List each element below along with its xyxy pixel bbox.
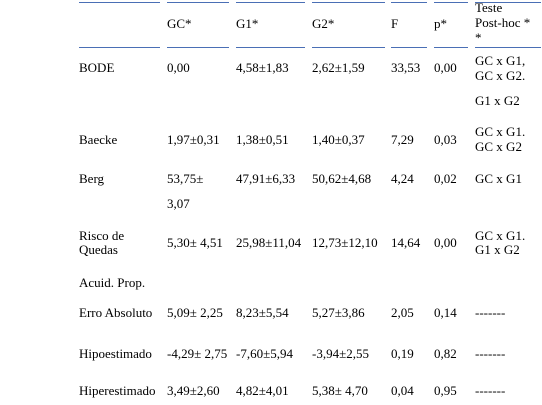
table-cell: 0,00 — [167, 60, 190, 75]
table-cell: 4,58±1,83 — [236, 60, 289, 75]
table-cell: 2,05 — [391, 305, 414, 320]
row-label: Quedas — [79, 242, 118, 257]
table-cell: 4,24 — [391, 171, 414, 186]
row-label: Hiperestimado — [79, 383, 156, 398]
table-cell: 3,49±2,60 — [167, 383, 220, 398]
row-label: BODE — [79, 60, 115, 75]
table-cell: 0,04 — [391, 383, 414, 398]
table-cell: GC x G1. — [475, 228, 526, 243]
table-rule — [391, 2, 427, 3]
table-cell: 1,40±0,37 — [312, 132, 365, 147]
table-cell: 5,30± 4,51 — [167, 235, 223, 250]
row-label: Erro Absoluto — [79, 305, 153, 320]
header-cell: G1* — [236, 16, 259, 31]
table-cell: 50,62±4,68 — [312, 171, 372, 186]
table-rule — [236, 2, 305, 3]
table-cell: GC x G2. — [475, 68, 526, 83]
table-cell: 5,38± 4,70 — [312, 383, 368, 398]
table-cell: 0,03 — [434, 132, 457, 147]
table-cell: 0,14 — [434, 305, 457, 320]
table-cell: 0,95 — [434, 383, 457, 398]
table-cell: 0,00 — [434, 60, 457, 75]
row-label: Baecke — [79, 132, 118, 147]
table-cell: 4,82±4,01 — [236, 383, 289, 398]
table-rule — [167, 2, 229, 3]
table-cell: G1 x G2 — [475, 242, 520, 257]
row-label: Risco de — [79, 228, 125, 243]
row-label: Berg — [79, 171, 105, 186]
table-rule — [475, 2, 541, 3]
table-cell: ------- — [475, 383, 506, 398]
table-cell: 2,62±1,59 — [312, 60, 365, 75]
table-rule — [312, 2, 385, 3]
table-rule — [434, 47, 468, 48]
table-rule — [79, 47, 160, 48]
header-cell: GC* — [167, 16, 192, 31]
table-cell: 12,73±12,10 — [312, 235, 378, 250]
table-cell: 33,53 — [391, 60, 421, 75]
table-cell: 53,75± — [167, 171, 204, 186]
table-cell: 5,09± 2,25 — [167, 305, 223, 320]
table-cell: 0,19 — [391, 346, 414, 361]
table-cell: 1,38±0,51 — [236, 132, 289, 147]
table-rule — [312, 47, 385, 48]
table-rule — [79, 2, 160, 3]
table-cell: 0,82 — [434, 346, 457, 361]
table-cell: 0,00 — [434, 235, 457, 250]
header-cell: F — [391, 16, 399, 31]
table-cell: ------- — [475, 346, 506, 361]
header-cell: p* — [434, 16, 447, 31]
table-rule — [236, 47, 305, 48]
table-cell: 1,97±0,31 — [167, 132, 220, 147]
table-cell: -4,29± 2,75 — [167, 346, 228, 361]
header-cell: * — [475, 30, 482, 45]
header-cell: G2* — [312, 16, 335, 31]
table-rule — [434, 2, 468, 3]
table-cell: 5,27±3,86 — [312, 305, 365, 320]
table-cell: 8,23±5,54 — [236, 305, 289, 320]
table-cell: 3,07 — [167, 196, 190, 211]
header-cell: Teste — [475, 0, 503, 15]
table-cell: 14,64 — [391, 235, 421, 250]
table-rule — [167, 47, 229, 48]
table-cell: 7,29 — [391, 132, 414, 147]
row-label: Hipoestimado — [79, 346, 152, 361]
table-cell: GC x G2 — [475, 139, 522, 154]
row-label: Acuid. Prop. — [79, 275, 146, 290]
table-cell: GC x G1. — [475, 124, 526, 139]
table-cell: GC x G1, — [475, 53, 526, 68]
table-cell: -3,94±2,55 — [312, 346, 369, 361]
header-cell: Post-hoc * — [475, 15, 531, 30]
table-cell: G1 x G2 — [475, 93, 520, 108]
table-rule — [391, 47, 427, 48]
table-cell: 0,02 — [434, 171, 457, 186]
table-cell: ------- — [475, 305, 506, 320]
table-cell: GC x G1 — [475, 171, 522, 186]
table-cell: 25,98±11,04 — [236, 235, 302, 250]
table-cell: -7,60±5,94 — [236, 346, 293, 361]
table-cell: 47,91±6,33 — [236, 171, 296, 186]
table-rule — [475, 47, 541, 48]
